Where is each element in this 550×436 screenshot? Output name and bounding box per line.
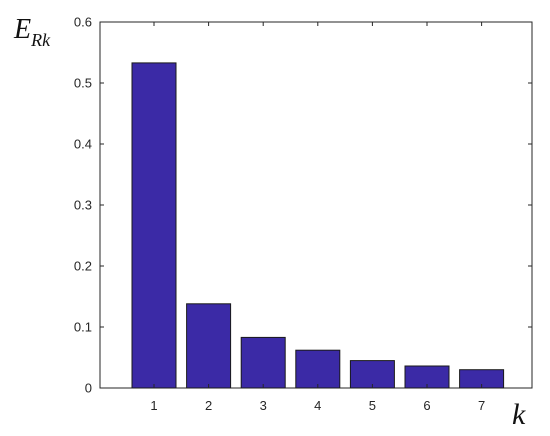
x-tick-label-7: 7 [478,398,485,413]
y-axis-label-main: E [13,14,31,45]
y-tick-label-0.2: 0.2 [74,259,92,274]
x-tick-label-1: 1 [150,398,157,413]
bar-5 [349,360,395,389]
x-axis-label: k [512,398,526,431]
x-tick-label-6: 6 [423,398,430,413]
bar-1 [131,62,177,389]
bar-2 [186,303,232,389]
y-tick-label-0.5: 0.5 [74,76,92,91]
y-axis-label-subscript: Rk [30,30,51,50]
y-tick-label-0.6: 0.6 [74,15,92,30]
x-ticks-group: 1 2 3 4 5 6 7 [150,22,485,413]
y-tick-label-0: 0 [85,381,92,396]
x-tick-label-3: 3 [260,398,267,413]
y-tick-label-0.1: 0.1 [74,320,92,335]
x-tick-label-2: 2 [205,398,212,413]
bars-group [131,62,505,389]
y-tick-label-0.3: 0.3 [74,198,92,213]
y-tick-label-0.4: 0.4 [74,137,92,152]
x-tick-label-4: 4 [314,398,321,413]
y-ticks-group: 0 0.1 0.2 0.3 0.4 0.5 0.6 [74,15,532,396]
y-axis-label: ERk [13,14,51,50]
bar-3 [240,336,286,389]
bar-4 [295,349,341,389]
x-tick-label-5: 5 [369,398,376,413]
